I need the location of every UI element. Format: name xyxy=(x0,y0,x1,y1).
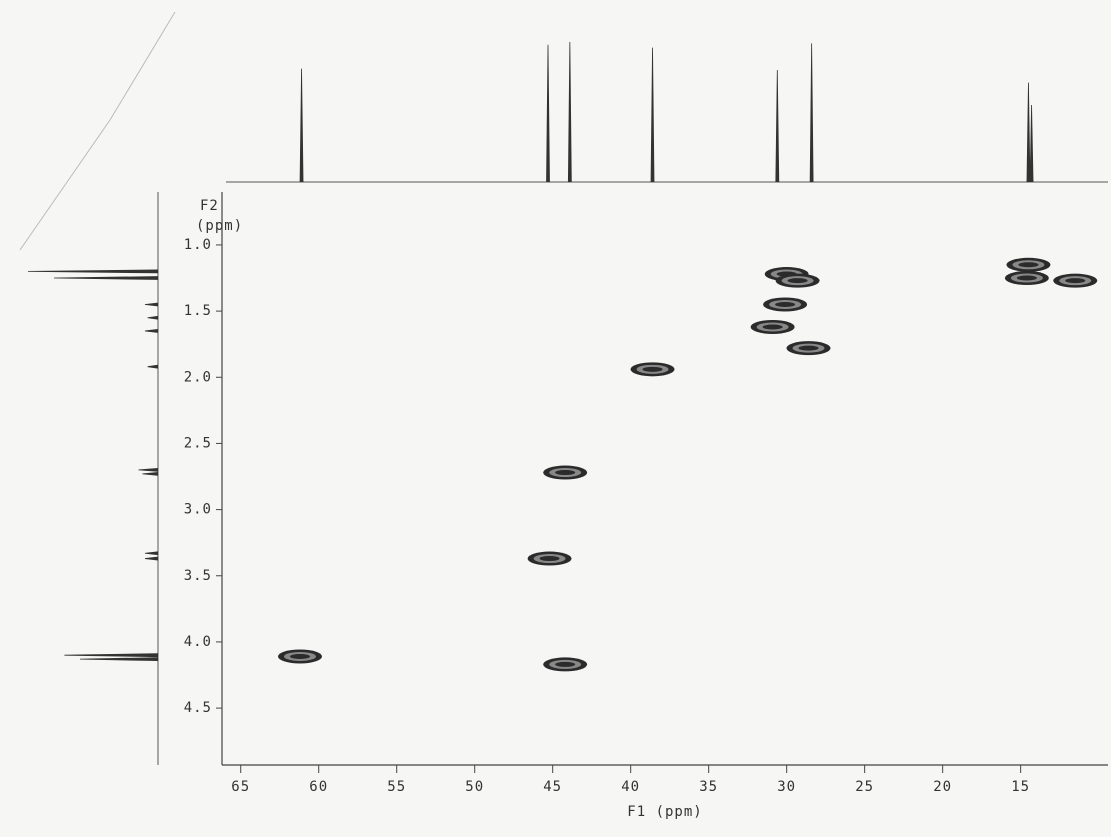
contour xyxy=(642,366,663,372)
cross-peak xyxy=(543,657,588,672)
x-label: F1 (ppm) xyxy=(627,804,702,820)
left-peak xyxy=(147,364,159,369)
y-tick-label: 2.5 xyxy=(184,435,212,451)
contour xyxy=(1018,262,1039,268)
top-peak xyxy=(650,47,655,183)
left-peak xyxy=(144,329,159,333)
x-tick-label: 15 xyxy=(1011,779,1030,795)
cross-peak xyxy=(1004,271,1049,286)
cross-peak xyxy=(775,273,820,288)
contour xyxy=(289,653,310,659)
left-peak xyxy=(53,276,159,280)
left-peak xyxy=(147,315,159,320)
y-tick-label: 1.5 xyxy=(184,303,212,319)
contour xyxy=(539,556,560,562)
x-tick-label: 55 xyxy=(387,779,406,795)
x-tick-label: 45 xyxy=(543,779,562,795)
contour xyxy=(762,324,783,330)
cross-peak xyxy=(630,362,675,377)
x-tick-label: 25 xyxy=(855,779,874,795)
y-tick-label: 4.5 xyxy=(184,700,212,716)
contour xyxy=(555,661,576,667)
cross-peak xyxy=(1053,273,1098,288)
paper-edge xyxy=(19,11,176,251)
cross-peak xyxy=(750,319,795,334)
y-tick-label: 2.0 xyxy=(184,369,212,385)
left-peak xyxy=(64,653,159,658)
top-peak xyxy=(567,41,572,183)
left-peak xyxy=(142,471,159,476)
cross-peak xyxy=(527,551,572,566)
top-peak xyxy=(1026,82,1031,183)
left-peak xyxy=(138,467,159,472)
left-peak xyxy=(144,302,159,307)
x-tick-label: 50 xyxy=(465,779,484,795)
y-label-1: F2 xyxy=(200,198,219,214)
left-peak xyxy=(79,657,159,662)
cross-peak xyxy=(786,341,831,356)
contour xyxy=(555,470,576,476)
cross-peak xyxy=(277,649,322,664)
y-label-2: (ppm) xyxy=(196,218,243,234)
contour xyxy=(1016,275,1037,281)
top-peak xyxy=(1029,104,1034,183)
cross-peak xyxy=(543,465,588,480)
contour xyxy=(1065,278,1086,284)
cross-peak xyxy=(763,297,808,312)
x-tick-label: 30 xyxy=(777,779,796,795)
contour xyxy=(798,345,819,351)
x-tick-label: 20 xyxy=(933,779,952,795)
cross-peak xyxy=(1006,257,1051,272)
y-tick-label: 4.0 xyxy=(184,634,212,650)
contour xyxy=(787,278,808,284)
top-peak xyxy=(546,44,550,183)
left-peak xyxy=(27,269,159,274)
x-tick-label: 35 xyxy=(699,779,718,795)
y-tick-label: 3.5 xyxy=(184,568,212,584)
left-peak xyxy=(144,556,159,561)
left-peak xyxy=(144,551,159,556)
x-tick-label: 40 xyxy=(621,779,640,795)
y-tick-label: 3.0 xyxy=(184,502,212,518)
x-tick-label: 60 xyxy=(309,779,328,795)
y-tick-label: 1.0 xyxy=(184,237,212,253)
top-peak xyxy=(299,68,304,183)
x-tick-label: 65 xyxy=(231,779,250,795)
top-peak xyxy=(809,43,814,183)
contour xyxy=(775,301,796,307)
top-peak xyxy=(775,69,780,183)
